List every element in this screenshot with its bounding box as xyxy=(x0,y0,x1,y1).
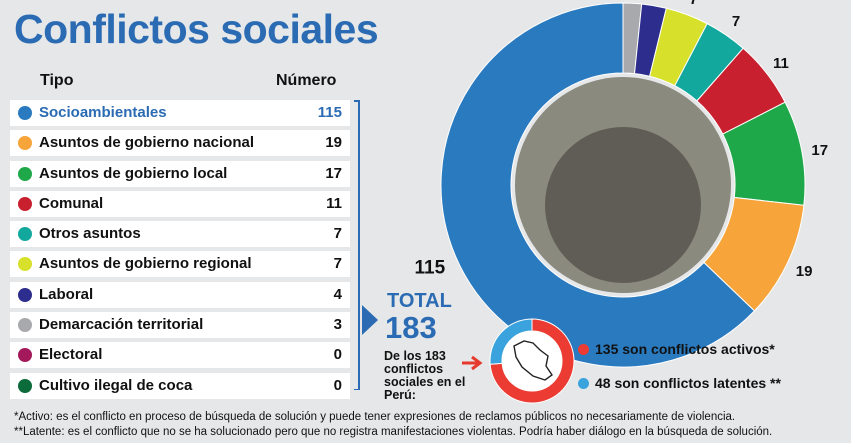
legend-dot xyxy=(18,106,32,120)
row-label: Demarcación territorial xyxy=(39,316,204,334)
total-label: TOTAL xyxy=(387,290,452,312)
row-label: Asuntos de gobierno local xyxy=(39,164,228,182)
active-dot xyxy=(578,344,589,355)
table-row: Otros asuntos 7 xyxy=(10,221,350,248)
table-row: Comunal 11 xyxy=(10,190,350,217)
row-value: 11 xyxy=(326,194,342,212)
row-label: Electoral xyxy=(39,346,103,364)
column-header-numero: Número xyxy=(276,72,337,89)
table-row: Demarcación territorial 3 xyxy=(10,312,350,339)
row-value: 0 xyxy=(333,376,342,394)
row-label: Cultivo ilegal de coca xyxy=(39,376,193,394)
crowd-photo-shade xyxy=(545,127,701,283)
page-title: Conflictos sociales xyxy=(14,6,379,52)
active-legend: 135 son conflictos activos* xyxy=(578,341,775,357)
peru-outline xyxy=(513,340,553,381)
row-value: 115 xyxy=(317,104,342,121)
footnotes: *Activo: es el conflicto en proceso de b… xyxy=(14,410,772,440)
active-text: 135 son conflictos activos* xyxy=(595,341,775,357)
slice-label: 115 xyxy=(415,257,446,278)
row-label: Otros asuntos xyxy=(39,225,141,243)
bracket-arrow xyxy=(362,305,378,335)
slice-label: 19 xyxy=(796,263,813,280)
legend-dot xyxy=(18,196,32,211)
row-value: 17 xyxy=(325,164,342,182)
row-label: Comunal xyxy=(39,194,104,212)
legend-dot xyxy=(18,227,32,242)
legend-dot xyxy=(18,257,32,272)
footnote-active: *Activo: es el conflicto en proceso de b… xyxy=(14,411,736,423)
row-value: 7 xyxy=(333,225,342,243)
arrow-icon xyxy=(462,355,483,371)
legend-dot xyxy=(18,136,32,151)
slice-label: 7 xyxy=(689,0,697,8)
table-row: Asuntos de gobierno nacional 19 xyxy=(10,130,350,157)
row-label: Asuntos de gobierno nacional xyxy=(39,134,255,152)
slice-label: 11 xyxy=(773,55,789,72)
column-header-tipo: Tipo xyxy=(40,72,74,89)
row-value: 7 xyxy=(333,255,342,273)
peru-map-icon xyxy=(502,331,562,391)
table-row: Electoral 0 xyxy=(10,342,350,369)
row-value: 3 xyxy=(333,316,342,334)
latent-text: 48 son conflictos latentes ** xyxy=(595,375,781,391)
status-slice xyxy=(489,318,533,365)
table-row: Socioambientales 115 xyxy=(10,100,350,126)
row-label: Laboral xyxy=(39,285,94,303)
row-label: Asuntos de gobierno regional xyxy=(39,255,252,273)
conflict-table: Socioambientales 115 Asuntos de gobierno n… xyxy=(10,100,350,403)
row-value: 19 xyxy=(325,134,342,152)
latent-dot xyxy=(578,378,589,389)
footnote-latent: **Latente: es el conflicto que no se ha … xyxy=(14,426,773,438)
legend-dot xyxy=(18,287,32,302)
total-value: 183 xyxy=(385,310,437,345)
slice-label: 17 xyxy=(811,142,828,159)
table-row: Laboral 4 xyxy=(10,281,350,308)
row-label: Socioambientales xyxy=(39,104,167,121)
legend-dot xyxy=(18,348,32,363)
table-row: Asuntos de gobierno regional 7 xyxy=(10,251,350,278)
bracket-divider xyxy=(354,100,360,390)
latent-legend: 48 son conflictos latentes ** xyxy=(578,375,781,391)
summary-text: De los 183 conflictos sociales en el Per… xyxy=(384,349,466,402)
legend-dot xyxy=(18,378,32,393)
row-value: 4 xyxy=(333,285,342,303)
table-row: Cultivo ilegal de coca 0 xyxy=(10,372,350,399)
row-value: 0 xyxy=(333,346,342,364)
slice-label: 7 xyxy=(732,13,740,30)
legend-dot xyxy=(18,166,32,181)
legend-dot xyxy=(18,318,32,333)
table-row: Asuntos de gobierno local 17 xyxy=(10,160,350,187)
